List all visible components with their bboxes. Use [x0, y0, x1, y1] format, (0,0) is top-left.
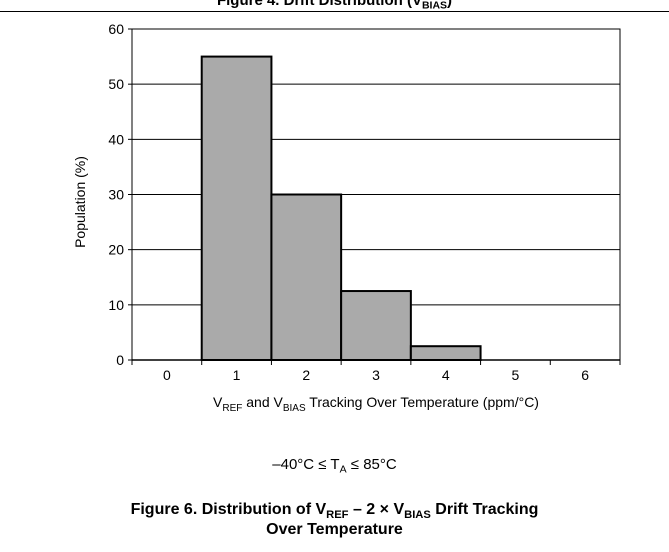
x-tick-label: 3 — [372, 367, 380, 383]
previous-figure-title-text: Figure 4. Drift Distribution (V — [216, 0, 422, 9]
x-tick-label: 4 — [442, 367, 450, 383]
y-tick-label: 50 — [108, 76, 124, 92]
x-axis-label-sub: BIAS — [283, 403, 306, 414]
x-axis-label-part: Tracking Over Temperature (ppm/°C) — [306, 394, 539, 410]
x-axis-label-sub: REF — [222, 403, 242, 414]
histogram-chart: 0 10 20 30 40 50 60 0 1 2 3 4 5 6 Population (%) VRE… — [72, 21, 621, 414]
y-tick-label: 30 — [108, 187, 124, 203]
figure-caption: Figure 6. Distribution of VREF – 2 × VBI… — [0, 500, 669, 540]
previous-figure-title: Figure 4. Drift Distribution (VBIAS) — [0, 0, 669, 12]
x-tick-label: 5 — [512, 367, 520, 383]
condition-text-end: ≤ 85°C — [346, 456, 397, 473]
y-tick-label: 40 — [108, 131, 124, 147]
y-tick-label: 60 — [108, 21, 124, 37]
condition-sub: A — [339, 463, 347, 476]
caption-text: – 2 × V — [348, 501, 405, 518]
axes — [128, 28, 621, 365]
x-tick-label: 0 — [163, 367, 171, 383]
caption-line-2: Over Temperature — [266, 521, 403, 538]
y-tick-labels: 0 10 20 30 40 50 60 — [108, 21, 124, 368]
caption-line-1: Figure 6. Distribution of VREF – 2 × VBI… — [0, 500, 669, 521]
bar-3 — [340, 290, 412, 361]
y-axis-label: Population (%) — [72, 156, 88, 248]
x-tick-label: 2 — [302, 367, 310, 383]
y-tick-label: 20 — [108, 242, 124, 258]
x-tick-label: 6 — [581, 367, 589, 383]
caption-sub: REF — [326, 508, 349, 521]
temperature-condition: –40°C ≤ TA ≤ 85°C — [0, 456, 669, 476]
caption-text: Figure 6. Distribution of V — [130, 501, 327, 518]
previous-figure-title-end: ) — [447, 0, 453, 9]
x-axis-label-part: V — [213, 394, 223, 410]
bar-2 — [270, 193, 343, 361]
bar-1 — [200, 55, 273, 361]
x-tick-labels: 0 1 2 3 4 5 6 — [163, 367, 589, 383]
y-tick-label: 10 — [108, 297, 124, 313]
bar-4 — [409, 345, 482, 362]
y-tick-label: 0 — [116, 352, 124, 368]
condition-text: –40°C ≤ T — [272, 456, 340, 473]
bars — [200, 55, 482, 362]
x-axis-label-part: and V — [242, 394, 283, 410]
x-axis-label: VREF and VBIAS Tracking Over Temperature… — [213, 394, 539, 414]
top-rule — [0, 11, 669, 12]
previous-figure-title-sub: BIAS — [421, 0, 448, 12]
caption-text: Drift Tracking — [430, 501, 539, 518]
x-tick-label: 1 — [233, 367, 241, 383]
caption-sub: BIAS — [404, 508, 431, 521]
